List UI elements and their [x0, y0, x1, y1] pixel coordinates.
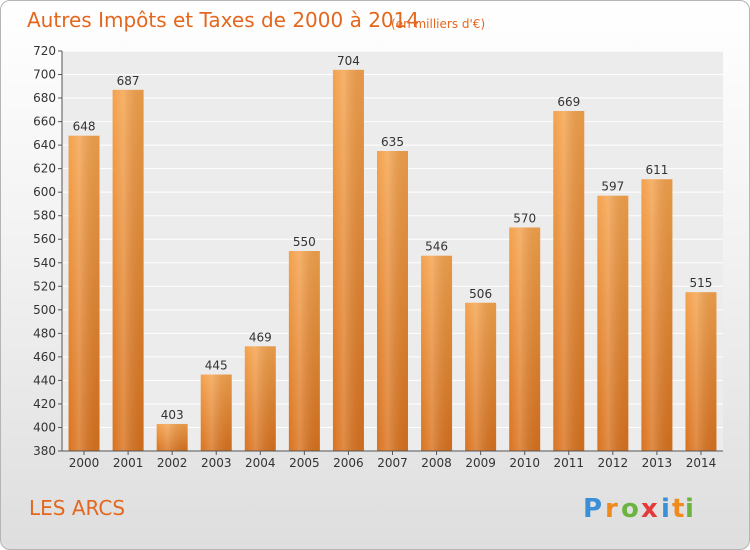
bar-value-label: 597 — [601, 180, 624, 194]
x-tick-label: 2006 — [333, 456, 364, 470]
y-tick-label: 580 — [33, 209, 56, 223]
x-tick-label: 2010 — [509, 456, 540, 470]
x-axis: 2000 2001 2002 2003 2004 2005 2006 2007 2008 2009… — [62, 450, 723, 470]
logo-letter: r — [605, 494, 618, 524]
bar-value-label: 550 — [293, 235, 316, 249]
x-tick-label: 2009 — [465, 456, 496, 470]
bar-sheen — [685, 292, 717, 451]
y-tick-label: 520 — [33, 279, 56, 293]
y-tick-label: 660 — [33, 115, 56, 129]
bar-sheen — [377, 151, 408, 451]
bar-value-label: 635 — [381, 135, 404, 149]
bar-sheen — [421, 255, 453, 451]
bar-value-label: 469 — [249, 330, 272, 344]
y-tick-label: 720 — [33, 44, 56, 58]
y-tick-label: 620 — [33, 162, 56, 176]
y-tick-label: 540 — [33, 256, 56, 270]
logo-letter: t — [672, 494, 684, 524]
x-tick-label: 2013 — [642, 456, 673, 470]
chart-subtitle: (en milliers d'€) — [391, 17, 485, 31]
x-tick-label: 2003 — [201, 456, 232, 470]
bar-sheen — [200, 374, 232, 451]
bar-sheen — [641, 179, 673, 451]
bar-value-label: 515 — [690, 276, 713, 290]
x-tick-label: 2004 — [245, 456, 276, 470]
x-tick-label: 2000 — [69, 456, 100, 470]
bar-value-label: 611 — [645, 163, 668, 177]
logo-letter: o — [621, 494, 639, 524]
y-tick-label: 400 — [33, 420, 56, 434]
x-tick-label: 2005 — [289, 456, 320, 470]
x-tick-label: 2007 — [377, 456, 408, 470]
bar-value-label: 648 — [73, 120, 96, 134]
y-axis: 380 400 420 440 460 480 500 520 540 560 580 600 620 6… — [33, 44, 63, 458]
y-tick-label: 680 — [33, 91, 56, 105]
y-tick-label: 440 — [33, 373, 56, 387]
bar-sheen — [112, 89, 144, 451]
x-tick-label: 2008 — [421, 456, 452, 470]
bar-value-label: 403 — [161, 408, 184, 422]
y-tick-label: 600 — [33, 185, 56, 199]
y-tick-label: 380 — [33, 444, 56, 458]
y-tick-label: 480 — [33, 326, 56, 340]
bar-value-label: 546 — [425, 240, 448, 254]
chart-title: Autres Impôts et Taxes de 2000 à 2014 — [27, 8, 419, 32]
bar-sheen — [332, 69, 364, 451]
bar-sheen — [597, 195, 629, 451]
x-tick-label: 2012 — [598, 456, 629, 470]
bars — [68, 69, 717, 452]
y-tick-label: 700 — [33, 68, 56, 82]
bar-value-label: 445 — [205, 359, 228, 373]
logo-letter: P — [583, 494, 602, 524]
bar-value-label: 669 — [557, 95, 580, 109]
bar-sheen — [288, 251, 320, 451]
logo-letter: i — [661, 494, 670, 524]
x-tick-label: 2001 — [113, 456, 144, 470]
logo-letter: x — [641, 494, 658, 524]
commune-name: LES ARCS — [29, 496, 125, 520]
bar-sheen — [509, 227, 541, 451]
x-tick-label: 2011 — [553, 456, 584, 470]
bar-sheen — [156, 423, 188, 451]
bar-sheen — [68, 135, 100, 452]
y-tick-label: 640 — [33, 138, 56, 152]
bar-value-label: 704 — [337, 54, 360, 68]
y-tick-label: 420 — [33, 397, 56, 411]
x-tick-label: 2014 — [686, 456, 717, 470]
bar-value-label: 506 — [469, 287, 492, 301]
bar-sheen — [244, 346, 276, 451]
y-tick-label: 500 — [33, 303, 56, 317]
x-tick-label: 2002 — [157, 456, 188, 470]
bar-value-label: 570 — [513, 211, 536, 225]
bar-value-label: 687 — [117, 74, 140, 88]
y-tick-label: 560 — [33, 232, 56, 246]
logo-letter: i — [685, 494, 694, 524]
bar-sheen — [465, 302, 497, 451]
bar-sheen — [553, 111, 585, 451]
value-labels: 648 687 403 445 469 550 704 635 546 506 570 669 597 6… — [73, 54, 713, 422]
y-tick-label: 460 — [33, 350, 56, 364]
